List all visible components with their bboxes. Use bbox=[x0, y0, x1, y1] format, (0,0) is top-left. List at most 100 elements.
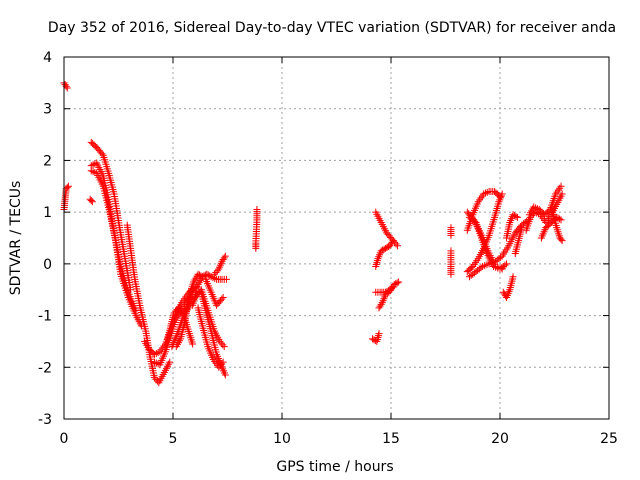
data-point bbox=[383, 290, 391, 298]
data-point bbox=[152, 375, 160, 383]
data-point bbox=[209, 274, 217, 282]
data-point bbox=[220, 343, 228, 351]
data-point bbox=[197, 272, 205, 280]
data-point bbox=[150, 358, 158, 366]
data-point bbox=[152, 349, 160, 357]
data-point bbox=[557, 182, 565, 190]
tick-labels: 0 5 10 15 20 25 -3 -2 -1 0 1 2 3 4 bbox=[38, 50, 618, 447]
data-point bbox=[150, 374, 158, 382]
data-point bbox=[512, 212, 520, 220]
data-point bbox=[386, 287, 394, 295]
data-point bbox=[89, 168, 97, 176]
y-axis-label: SDTVAR / TECUs bbox=[8, 181, 24, 296]
data-point bbox=[221, 371, 229, 379]
data-point bbox=[221, 252, 229, 260]
data-point bbox=[210, 270, 218, 278]
data-point bbox=[215, 363, 223, 371]
data-point bbox=[382, 244, 390, 252]
data-point bbox=[222, 275, 230, 283]
data-point bbox=[216, 362, 224, 370]
data-point bbox=[509, 211, 517, 219]
data-point bbox=[393, 279, 401, 287]
data-point bbox=[212, 268, 220, 276]
data-point bbox=[495, 191, 503, 199]
data-point bbox=[395, 278, 403, 286]
data-point bbox=[513, 213, 521, 221]
data-point bbox=[447, 231, 455, 239]
y-tick-label: 4 bbox=[43, 50, 52, 66]
x-tick-label: 5 bbox=[169, 431, 178, 447]
x-tick-label: 25 bbox=[600, 431, 618, 447]
x-tick-label: 10 bbox=[273, 431, 291, 447]
data-point bbox=[385, 288, 393, 296]
data-point bbox=[166, 358, 174, 366]
data-point bbox=[213, 267, 221, 275]
data-point bbox=[196, 271, 204, 279]
data-point bbox=[170, 309, 178, 317]
data-point bbox=[88, 198, 96, 206]
data-point bbox=[218, 360, 226, 368]
y-tick-label: 3 bbox=[43, 102, 52, 118]
data-points bbox=[60, 79, 566, 387]
data-point bbox=[388, 285, 396, 293]
data-point bbox=[87, 162, 95, 170]
data-point bbox=[530, 203, 538, 211]
data-point bbox=[189, 340, 197, 348]
x-tick-label: 0 bbox=[60, 431, 69, 447]
data-point bbox=[87, 197, 95, 205]
data-point bbox=[220, 254, 228, 262]
data-point bbox=[218, 295, 226, 303]
data-point bbox=[219, 341, 227, 349]
data-point bbox=[511, 212, 519, 220]
data-point bbox=[388, 238, 396, 246]
y-tick-label: 0 bbox=[43, 257, 52, 273]
data-point bbox=[447, 270, 455, 278]
data-point bbox=[368, 335, 376, 343]
data-point bbox=[375, 330, 383, 338]
data-point bbox=[252, 244, 260, 252]
data-point bbox=[557, 235, 565, 243]
chart-title: Day 352 of 2016, Sidereal Day-to-day VTE… bbox=[48, 20, 616, 36]
data-point bbox=[501, 261, 509, 269]
data-point bbox=[63, 184, 71, 192]
data-point bbox=[217, 339, 225, 347]
data-point bbox=[483, 188, 491, 196]
data-point bbox=[389, 283, 397, 291]
data-point bbox=[377, 247, 385, 255]
data-point bbox=[558, 237, 566, 245]
y-tick-label: 1 bbox=[43, 205, 52, 221]
grid-lines bbox=[64, 57, 609, 419]
data-point bbox=[63, 84, 71, 92]
data-point bbox=[532, 204, 540, 212]
data-point bbox=[219, 293, 227, 301]
data-point bbox=[496, 193, 504, 201]
plot-frame bbox=[63, 56, 610, 420]
data-point bbox=[558, 190, 566, 198]
data-point bbox=[204, 271, 212, 279]
data-point bbox=[481, 189, 489, 197]
data-point bbox=[91, 160, 99, 168]
data-point bbox=[379, 246, 387, 254]
y-tick-label: -2 bbox=[38, 360, 52, 376]
x-tick-label: 20 bbox=[491, 431, 509, 447]
data-point bbox=[64, 182, 72, 190]
data-point bbox=[91, 168, 99, 176]
y-tick-label: 2 bbox=[43, 153, 52, 169]
data-point bbox=[380, 245, 388, 253]
data-point bbox=[557, 216, 565, 224]
data-point bbox=[470, 217, 478, 225]
data-point bbox=[480, 190, 488, 198]
data-point bbox=[377, 300, 385, 308]
data-point bbox=[383, 243, 391, 251]
data-point bbox=[219, 358, 227, 366]
data-point bbox=[150, 350, 158, 358]
data-point bbox=[497, 253, 505, 261]
data-point bbox=[509, 273, 517, 281]
data-point bbox=[206, 272, 214, 280]
data-point bbox=[203, 270, 211, 278]
data-point bbox=[389, 237, 397, 245]
data-point bbox=[216, 337, 224, 345]
data-point bbox=[545, 207, 553, 215]
